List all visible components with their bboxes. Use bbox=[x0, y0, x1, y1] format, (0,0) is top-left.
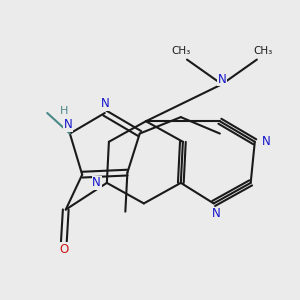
Text: CH₃: CH₃ bbox=[254, 46, 273, 56]
Text: N: N bbox=[218, 73, 226, 86]
Text: N: N bbox=[92, 176, 101, 189]
Text: N: N bbox=[262, 135, 271, 148]
Text: H: H bbox=[59, 106, 68, 116]
Text: O: O bbox=[59, 243, 68, 256]
Text: N: N bbox=[212, 207, 220, 220]
Text: N: N bbox=[100, 98, 109, 110]
Text: N: N bbox=[63, 118, 72, 131]
Text: CH₃: CH₃ bbox=[171, 46, 190, 56]
